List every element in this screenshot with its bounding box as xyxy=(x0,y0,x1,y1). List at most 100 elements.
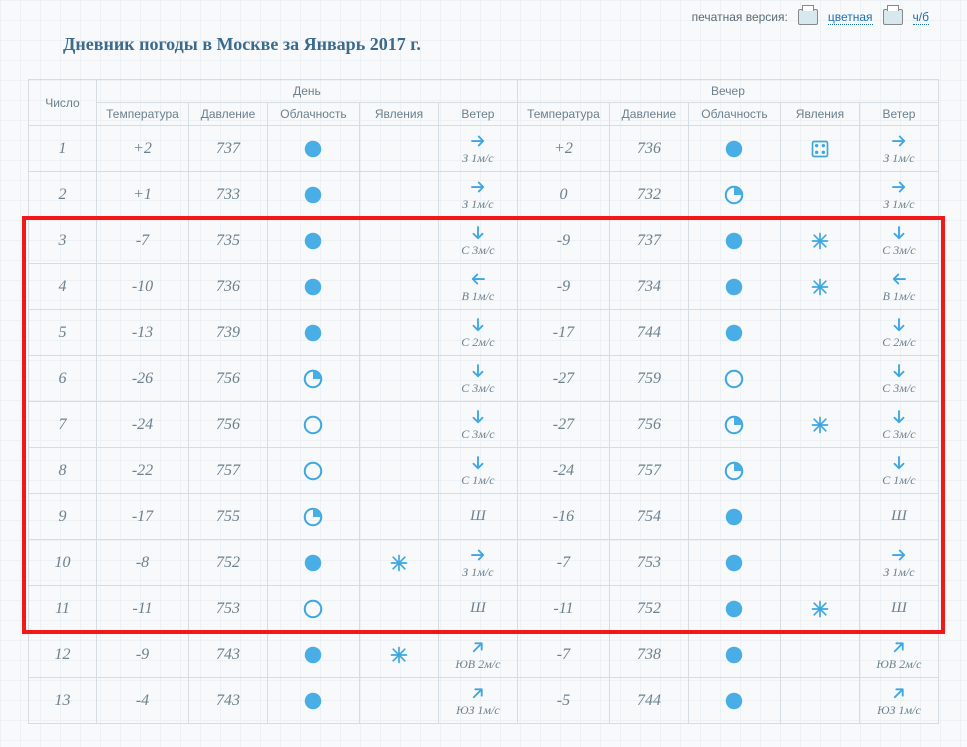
temp: -27 xyxy=(517,356,609,402)
wind: Ш xyxy=(438,494,517,540)
col-header: Температура xyxy=(96,103,188,126)
day-number: 11 xyxy=(29,586,97,632)
cloud-icon xyxy=(267,402,359,448)
phenomenon-icon xyxy=(360,310,439,356)
pressure: 738 xyxy=(609,632,688,678)
phenomenon-icon xyxy=(780,402,859,448)
table-row: 12-9743 ЮВ 2м/с-7738 ЮВ 2м/с xyxy=(29,632,939,678)
pressure: 756 xyxy=(189,356,268,402)
temp: -9 xyxy=(517,218,609,264)
temp: -27 xyxy=(517,402,609,448)
wind: С 3м/с xyxy=(859,218,938,264)
pressure: 733 xyxy=(189,172,268,218)
temp: -9 xyxy=(96,632,188,678)
wind: С 1м/с xyxy=(859,448,938,494)
cloud-icon xyxy=(688,356,780,402)
table-row: 6-26756 С 3м/с-27759 С 3м/с xyxy=(29,356,939,402)
pressure: 752 xyxy=(189,540,268,586)
wind: ЮЗ 1м/с xyxy=(859,678,938,724)
table-row: 3-7735 С 3м/с-9737 С 3м/с xyxy=(29,218,939,264)
col-header: Явления xyxy=(360,103,439,126)
table-row: 10-8752 З 1м/с-7753 З 1м/с xyxy=(29,540,939,586)
pressure: 743 xyxy=(189,678,268,724)
day-number: 2 xyxy=(29,172,97,218)
pressure: 755 xyxy=(189,494,268,540)
cloud-icon xyxy=(267,126,359,172)
pressure: 744 xyxy=(609,310,688,356)
day-number: 7 xyxy=(29,402,97,448)
wind: С 1м/с xyxy=(438,448,517,494)
phenomenon-icon xyxy=(360,172,439,218)
temp: -11 xyxy=(517,586,609,632)
day-number: 10 xyxy=(29,540,97,586)
print-bw-link[interactable]: ч/б xyxy=(913,10,929,25)
table-row: 13-4743 ЮЗ 1м/с-5744 ЮЗ 1м/с xyxy=(29,678,939,724)
cloud-icon xyxy=(267,540,359,586)
cloud-icon xyxy=(688,448,780,494)
table-row: 2+1733 З 1м/с0732 З 1м/с xyxy=(29,172,939,218)
temp: 0 xyxy=(517,172,609,218)
wind: З 1м/с xyxy=(859,126,938,172)
phenomenon-icon xyxy=(360,356,439,402)
cloud-icon xyxy=(267,678,359,724)
cloud-icon xyxy=(688,540,780,586)
cloud-icon xyxy=(688,586,780,632)
print-color-link[interactable]: цветная xyxy=(828,10,873,25)
day-number: 9 xyxy=(29,494,97,540)
cloud-icon xyxy=(688,494,780,540)
table-row: 4-10736 В 1м/с-9734 В 1м/с xyxy=(29,264,939,310)
cloud-icon xyxy=(688,402,780,448)
pressure: 737 xyxy=(609,218,688,264)
phenomenon-icon xyxy=(780,126,859,172)
pressure: 756 xyxy=(189,402,268,448)
col-header: Ветер xyxy=(859,103,938,126)
wind: З 1м/с xyxy=(438,172,517,218)
pressure: 759 xyxy=(609,356,688,402)
phenomenon-icon xyxy=(360,218,439,264)
temp: -7 xyxy=(517,632,609,678)
wind: С 2м/с xyxy=(438,310,517,356)
phenomenon-icon xyxy=(360,540,439,586)
phenomenon-icon xyxy=(780,586,859,632)
printer-bw-icon xyxy=(883,9,903,25)
day-number: 5 xyxy=(29,310,97,356)
cloud-icon xyxy=(688,264,780,310)
cloud-icon xyxy=(688,310,780,356)
temp: -7 xyxy=(517,540,609,586)
pressure: 736 xyxy=(189,264,268,310)
temp: -17 xyxy=(96,494,188,540)
pressure: 735 xyxy=(189,218,268,264)
table-head: Число День Вечер ТемператураДавлениеОбла… xyxy=(29,80,939,126)
cloud-icon xyxy=(688,126,780,172)
wind: В 1м/с xyxy=(859,264,938,310)
pressure: 753 xyxy=(189,586,268,632)
wind: ЮВ 2м/с xyxy=(859,632,938,678)
phenomenon-icon xyxy=(780,356,859,402)
weather-table: Число День Вечер ТемператураДавлениеОбла… xyxy=(28,79,939,724)
wind: Ш xyxy=(859,586,938,632)
temp: -10 xyxy=(96,264,188,310)
page-title: Дневник погоды в Москве за Январь 2017 г… xyxy=(63,34,939,55)
table-row: 8-22757 С 1м/с-24757 С 1м/с xyxy=(29,448,939,494)
wind: З 1м/с xyxy=(859,540,938,586)
wind: Ш xyxy=(438,586,517,632)
day-number: 1 xyxy=(29,126,97,172)
phenomenon-icon xyxy=(780,172,859,218)
wind: З 1м/с xyxy=(859,172,938,218)
pressure: 752 xyxy=(609,586,688,632)
phenomenon-icon xyxy=(360,448,439,494)
phenomenon-icon xyxy=(780,632,859,678)
cloud-icon xyxy=(267,632,359,678)
temp: -26 xyxy=(96,356,188,402)
col-header: Давление xyxy=(609,103,688,126)
wind: ЮЗ 1м/с xyxy=(438,678,517,724)
table-row: 9-17755Ш-16754Ш xyxy=(29,494,939,540)
phenomenon-icon xyxy=(780,494,859,540)
temp: -17 xyxy=(517,310,609,356)
wind: В 1м/с xyxy=(438,264,517,310)
pressure: 754 xyxy=(609,494,688,540)
cloud-icon xyxy=(267,172,359,218)
col-day-number: Число xyxy=(29,80,97,126)
printer-color-icon xyxy=(798,9,818,25)
topbar: печатная версия: цветная ч/б xyxy=(28,6,939,28)
